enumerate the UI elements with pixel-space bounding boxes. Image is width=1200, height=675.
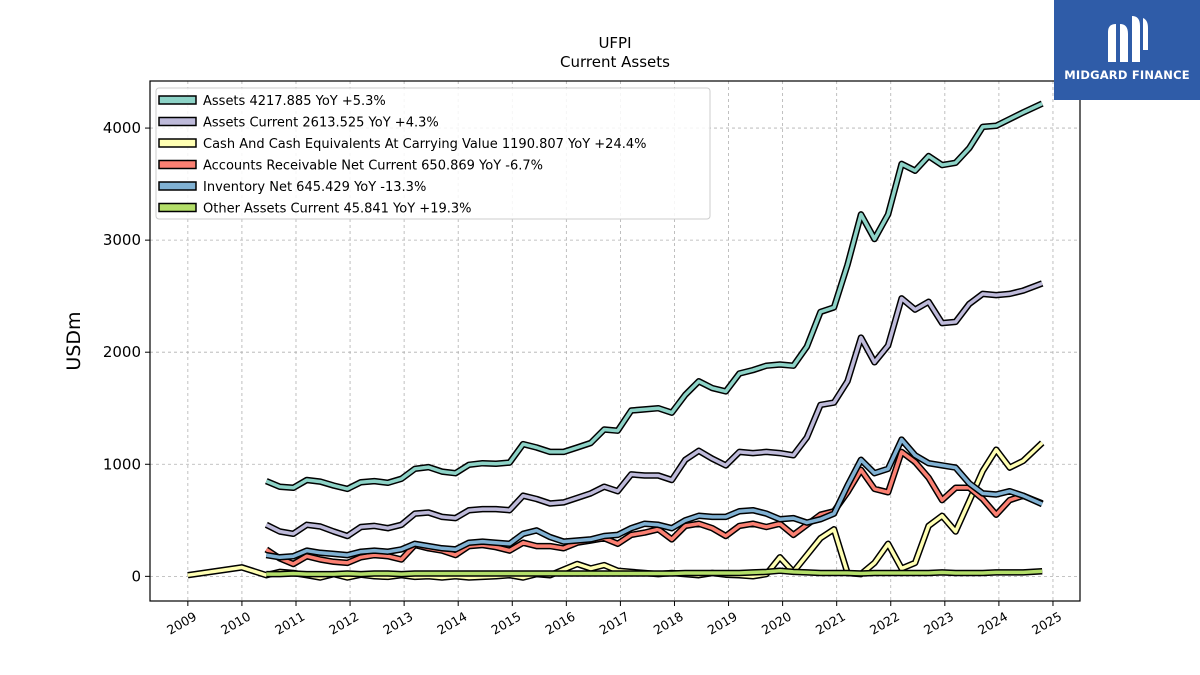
y-tick-label: 2000 xyxy=(103,343,141,361)
x-tick-label: 2012 xyxy=(326,609,361,638)
legend-swatch-1 xyxy=(158,116,197,127)
x-tick-label: 2021 xyxy=(813,609,848,638)
x-tick-label: 2017 xyxy=(597,609,632,638)
legend-swatch-0 xyxy=(158,95,197,105)
y-tick-label: 4000 xyxy=(103,119,141,137)
series-layer xyxy=(187,100,1045,581)
y-tick-label: 3000 xyxy=(103,231,141,249)
legend-swatch-2 xyxy=(158,138,197,148)
legend-entry-5: Other Assets Current 45.841 YoY +19.3% xyxy=(203,202,472,217)
series-outline-3 xyxy=(264,448,1044,568)
legend-entry-2: Cash And Cash Equivalents At Carrying Va… xyxy=(203,137,646,152)
legend-entry-1: Assets Current 2613.525 YoY +4.3% xyxy=(203,116,439,131)
x-tick-label: 2016 xyxy=(543,609,578,638)
legend-swatch-3 xyxy=(158,159,197,170)
x-tick-label: 2020 xyxy=(759,609,794,638)
chart-title: UFPI xyxy=(598,34,631,52)
x-tick-label: 2009 xyxy=(164,609,199,638)
series-line-5 xyxy=(266,568,1043,576)
plot-frame xyxy=(149,80,1081,602)
legend-entry-4: Inventory Net 645.429 YoY -13.3% xyxy=(203,180,426,195)
legend-entry-3: Accounts Receivable Net Current 650.869 … xyxy=(203,159,543,174)
midgard-finance-logo: MIDGARD FINANCE xyxy=(1054,0,1200,100)
series-line-4 xyxy=(266,437,1043,560)
x-tick-label: 2013 xyxy=(380,609,415,638)
series-line-0 xyxy=(265,102,1043,491)
legend-swatch-4 xyxy=(158,181,197,191)
logo-mark-icon xyxy=(1108,16,1148,62)
x-tick-label: 2025 xyxy=(1029,609,1064,638)
chart-subtitle: Current Assets xyxy=(560,53,670,71)
x-tick-label: 2019 xyxy=(705,609,740,638)
legend-entry-0: Assets 4217.885 YoY +5.3% xyxy=(203,94,386,109)
x-tick-label: 2022 xyxy=(867,609,902,638)
logo-text: MIDGARD FINANCE xyxy=(1064,68,1190,82)
x-tick-label: 2010 xyxy=(218,609,253,638)
legend-swatch-5 xyxy=(158,202,197,213)
y-axis-label: USDm xyxy=(63,311,85,370)
y-tick-label: 1000 xyxy=(103,455,141,473)
series-line-1 xyxy=(265,281,1043,538)
y-tick-label: 0 xyxy=(131,567,141,585)
x-tick-label: 2018 xyxy=(651,609,686,638)
legend: Assets 4217.885 YoY +5.3% Assets Current … xyxy=(155,87,711,220)
legend-box xyxy=(155,87,711,220)
x-tick-label: 2023 xyxy=(921,609,956,638)
series-line-3 xyxy=(265,450,1043,566)
x-tick-label: 2024 xyxy=(975,609,1010,638)
x-tick-label: 2014 xyxy=(434,609,469,638)
x-tick-label: 2011 xyxy=(272,609,307,638)
x-tick-label: 2015 xyxy=(488,609,523,638)
